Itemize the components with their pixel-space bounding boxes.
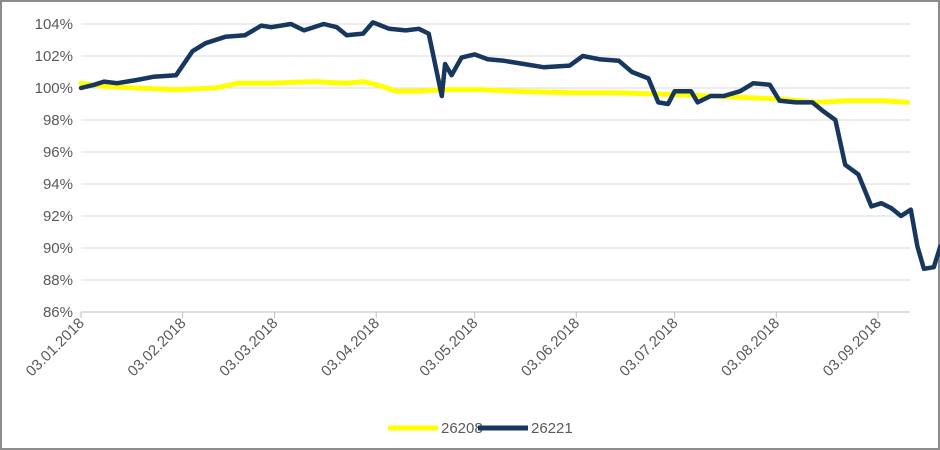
- y-tick-label: 88%: [43, 272, 73, 289]
- y-tick-label: 104%: [35, 16, 73, 33]
- y-tick-label: 98%: [43, 112, 73, 129]
- x-tick-label: 03.08.2018: [718, 315, 783, 380]
- legend-label-26208: 26208: [441, 420, 483, 437]
- x-tick-label: 03.06.2018: [518, 315, 583, 380]
- x-tick-label: 03.03.2018: [216, 315, 281, 380]
- x-tick-label: 03.02.2018: [124, 315, 189, 380]
- x-tick-label: 03.01.2018: [23, 315, 88, 380]
- y-tick-label: 92%: [43, 208, 73, 225]
- y-tick-label: 96%: [43, 144, 73, 161]
- y-tick-label: 102%: [35, 48, 73, 65]
- x-axis: [80, 311, 910, 318]
- legend: 26208 26221: [388, 420, 573, 437]
- y-tick-label: 90%: [43, 240, 73, 257]
- x-tick-label: 03.09.2018: [820, 315, 885, 380]
- y-axis-tick-labels: 86% 88% 90% 92% 94% 96% 98% 100% 102% 104%: [35, 16, 73, 321]
- y-tick-label: 86%: [43, 304, 73, 321]
- gridlines: [81, 23, 910, 313]
- x-tick-label: 03.07.2018: [616, 315, 681, 380]
- y-tick-label: 100%: [35, 80, 73, 97]
- y-tick-label: 94%: [43, 176, 73, 193]
- x-axis-tick-labels: 03.01.2018 03.02.2018 03.03.2018 03.04.2018…: [23, 315, 885, 380]
- x-tick-label: 03.04.2018: [318, 315, 383, 380]
- series-lines: [78, 20, 940, 272]
- legend-label-26221: 26221: [531, 420, 573, 437]
- x-tick-label: 03.05.2018: [416, 315, 481, 380]
- series-line-26221: [78, 20, 940, 272]
